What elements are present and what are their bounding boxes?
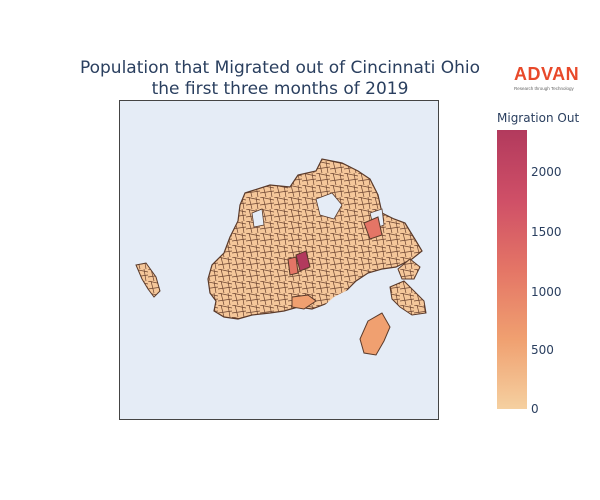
colorbar-tick-500: 500 — [531, 343, 554, 357]
map-gap-north — [315, 192, 343, 220]
map-region-east-lobe[interactable] — [389, 280, 427, 316]
title-line-1: Population that Migrated out of Cincinna… — [79, 58, 481, 78]
map-title: Population that Migrated out of Cincinna… — [40, 58, 520, 100]
choropleth-map[interactable] — [120, 101, 439, 420]
map-gap-west — [251, 208, 265, 228]
colorbar-tick-2000: 2000 — [531, 165, 562, 179]
logo-tagline: Research through Technology — [514, 86, 574, 91]
colorbar-tick-1500: 1500 — [531, 225, 562, 239]
map-region-main[interactable] — [207, 158, 423, 320]
map-region-riverfront[interactable] — [291, 294, 317, 310]
map-region-east-highlight[interactable] — [363, 216, 383, 240]
map-region-southeast[interactable] — [359, 312, 391, 356]
river-basin — [318, 283, 380, 351]
colorbar-tick-0: 0 — [531, 402, 539, 416]
map-region-downtown-adjacent[interactable] — [287, 256, 299, 276]
logo-wordmark: ADVAN — [514, 64, 580, 84]
map-region-downtown[interactable] — [295, 250, 311, 272]
advan-logo: ADVAN Research through Technology — [514, 64, 594, 91]
title-line-2: the first three months of 2019 — [151, 79, 409, 99]
colorbar-title: Migration Out — [497, 111, 580, 125]
map-plot-area[interactable] — [119, 100, 439, 420]
colorbar — [497, 130, 527, 409]
map-region-west-island[interactable] — [135, 262, 161, 298]
colorbar-tick-1000: 1000 — [531, 285, 562, 299]
map-region-east-lower[interactable] — [397, 258, 421, 280]
